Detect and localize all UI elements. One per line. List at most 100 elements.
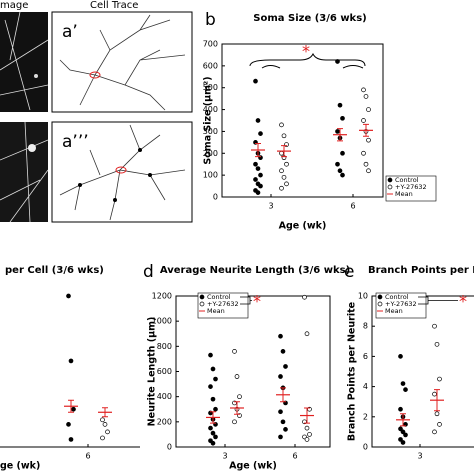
data-point <box>340 115 345 121</box>
data-point <box>210 430 216 436</box>
data-point <box>213 376 218 382</box>
error-bar <box>280 387 286 403</box>
data-point <box>361 150 366 156</box>
data-point <box>208 384 213 389</box>
data-point <box>66 293 71 299</box>
data-point <box>232 419 237 425</box>
x-tick-label: 6 <box>85 452 90 461</box>
data-point <box>398 437 403 442</box>
data-point <box>278 434 283 440</box>
significance-brace <box>249 52 366 67</box>
data-point <box>105 429 110 435</box>
legend-label: +Y-27632 <box>395 183 427 191</box>
data-point <box>280 419 286 425</box>
data-point <box>363 94 369 99</box>
data-point <box>337 168 343 174</box>
data-point <box>307 432 312 437</box>
panel-label: e <box>344 262 354 282</box>
data-point <box>210 440 216 446</box>
data-point <box>304 437 310 442</box>
y-tick-label: 8 <box>363 322 368 331</box>
data-point <box>281 174 287 180</box>
data-point <box>100 417 105 423</box>
data-point <box>278 333 283 339</box>
x-axis-label: Age (wk) <box>279 221 327 232</box>
data-point <box>437 422 442 427</box>
data-point <box>283 427 288 432</box>
y-axis-label: Branch Points per Neurite <box>347 302 358 441</box>
error-bar <box>281 145 287 158</box>
legend-label: Control <box>207 293 231 301</box>
error-bar <box>234 401 240 415</box>
legend-marker <box>387 177 393 183</box>
data-point <box>278 374 283 379</box>
data-point <box>279 168 284 174</box>
data-point <box>337 102 343 108</box>
panel-label: d <box>143 262 154 282</box>
data-point <box>366 168 371 174</box>
group-brace <box>261 65 364 69</box>
y-tick-label: 100 <box>203 171 218 180</box>
data-point <box>208 425 213 431</box>
data-point <box>210 366 216 372</box>
x-tick-label: 6 <box>292 452 297 461</box>
significance-brace <box>240 296 252 305</box>
chart-title: per Cell (3/6 wks) <box>5 265 104 276</box>
x-tick-label: 6 <box>350 202 355 211</box>
y-tick-label: 500 <box>203 83 218 92</box>
axes-frame <box>371 295 474 448</box>
data-point <box>340 150 345 156</box>
data-point <box>398 406 403 412</box>
significance-star: * <box>459 292 467 311</box>
data-point <box>434 341 440 347</box>
error-bar <box>68 399 74 413</box>
data-point <box>335 59 340 64</box>
significance-star: * <box>253 292 261 311</box>
panel-label: a’ <box>62 22 78 42</box>
axes-frame <box>175 295 331 448</box>
data-point <box>68 358 74 364</box>
data-point <box>284 161 289 167</box>
legend-box <box>375 292 427 319</box>
legend-box <box>197 292 249 319</box>
y-tick-label: 800 <box>157 342 172 351</box>
data-point <box>253 177 258 182</box>
data-point <box>302 294 307 300</box>
y-tick-label: 200 <box>203 149 218 158</box>
error-bar <box>434 389 440 412</box>
trace-label: Cell Trace <box>90 0 138 11</box>
trace-frame <box>51 11 193 113</box>
x-tick-label: 3 <box>268 202 273 211</box>
data-point <box>255 118 261 123</box>
chart-title: Branch Points per N <box>368 265 474 276</box>
y-tick-label: 600 <box>157 367 172 376</box>
data-point <box>432 323 437 329</box>
data-point <box>335 161 340 167</box>
data-point <box>258 183 263 189</box>
y-tick-label: 0 <box>167 443 172 452</box>
data-point <box>284 181 289 187</box>
y-tick-label: 10 <box>358 292 368 301</box>
neurite-texture <box>0 11 49 223</box>
data-point <box>361 118 366 123</box>
data-point <box>366 137 371 143</box>
data-point <box>304 425 310 431</box>
data-point <box>279 150 284 156</box>
data-point <box>208 352 213 358</box>
y-tick-label: 0 <box>363 443 368 452</box>
data-point <box>253 161 258 167</box>
data-point <box>432 429 437 435</box>
y-axis-label: Soma Size (μm²) <box>203 76 214 164</box>
legend-label: Mean <box>207 307 225 315</box>
panel-label: b <box>205 10 216 30</box>
data-point <box>213 434 218 440</box>
data-point <box>400 381 406 386</box>
y-tick-label: 400 <box>157 392 172 401</box>
error-bar <box>400 413 406 427</box>
data-point <box>281 133 287 139</box>
data-point <box>255 166 261 171</box>
legend-label: Control <box>385 293 409 301</box>
x-axis-label: ge (wk) <box>0 461 40 472</box>
legend-label: Mean <box>395 190 413 198</box>
